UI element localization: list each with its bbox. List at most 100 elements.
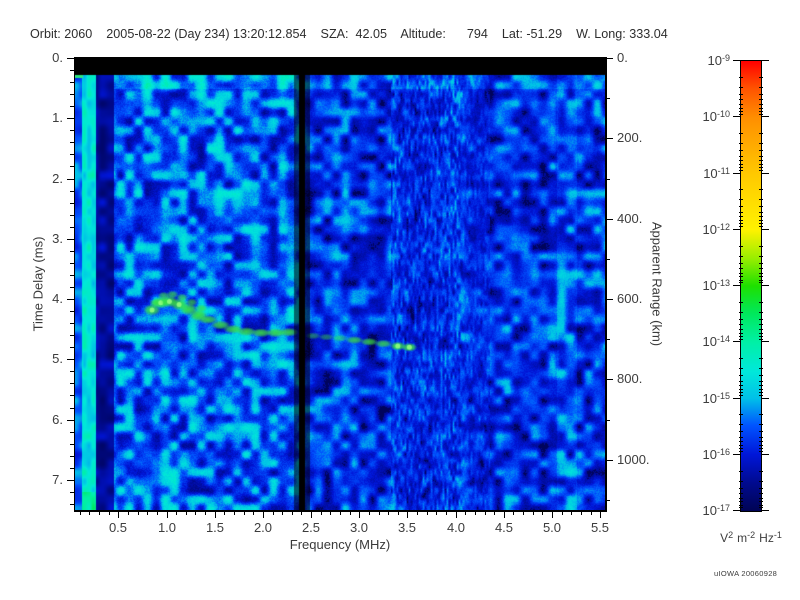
colorbar-minor-tick: [739, 392, 743, 393]
colorbar-minor-tick: [739, 336, 743, 337]
x-axis-minor-tick: [292, 511, 293, 515]
colorbar-minor-tick: [759, 220, 763, 221]
colorbar-minor-tick: [739, 199, 743, 200]
y-axis-minor-tick: [70, 251, 74, 252]
colorbar-minor-tick: [759, 150, 763, 151]
x-axis-tick-label: 4.0: [446, 520, 466, 535]
colorbar-minor-tick: [739, 226, 743, 227]
x-axis-minor-tick: [330, 511, 331, 515]
y-axis-minor-tick: [70, 335, 74, 336]
colorbar-minor-tick: [759, 448, 763, 449]
colorbar-minor-tick: [759, 414, 763, 415]
y-axis-tick-label: 7.: [52, 472, 63, 487]
colorbar-minor-tick: [739, 437, 743, 438]
colorbar-minor-tick: [759, 256, 763, 257]
y-axis-minor-tick: [70, 82, 74, 83]
colorbar-minor-tick: [739, 493, 743, 494]
colorbar-major-tick: [733, 173, 740, 174]
x-axis-minor-tick: [485, 511, 486, 515]
colorbar-minor-tick: [759, 199, 763, 200]
y-axis-minor-tick: [70, 106, 74, 107]
y2-axis-tick: [606, 460, 613, 461]
colorbar-minor-tick: [759, 395, 763, 396]
colorbar-minor-tick: [759, 94, 763, 95]
x-axis-minor-tick: [591, 511, 592, 515]
y-axis-minor-tick: [70, 215, 74, 216]
x-axis-minor-tick: [494, 511, 495, 515]
colorbar-minor-tick: [739, 223, 743, 224]
colorbar-minor-tick: [759, 471, 763, 472]
x-axis-minor-tick: [109, 511, 110, 515]
x-axis-minor-tick: [379, 511, 380, 515]
colorbar-minor-tick: [759, 302, 763, 303]
colorbar-minor-tick: [759, 164, 763, 165]
colorbar-minor-tick: [759, 156, 763, 157]
y-axis-tick-label: 4.: [52, 291, 63, 306]
colorbar-minor-tick: [759, 212, 763, 213]
x-axis-minor-tick: [205, 511, 206, 515]
colorbar-tick-label: 10-12: [702, 222, 730, 237]
y-axis-minor-tick: [70, 347, 74, 348]
colorbar-minor-tick: [739, 501, 743, 502]
colorbar-minor-tick: [759, 104, 763, 105]
colorbar-minor-tick: [739, 333, 743, 334]
x-axis-minor-tick: [571, 511, 572, 515]
colorbar-minor-tick: [759, 329, 763, 330]
colorbar-minor-tick: [759, 339, 763, 340]
y-axis-minor-tick: [70, 263, 74, 264]
x-axis-minor-tick: [436, 511, 437, 515]
colorbar-units-label: V2 m-2 Hz-1: [720, 530, 782, 545]
colorbar-minor-tick: [759, 246, 763, 247]
colorbar-minor-tick: [739, 114, 743, 115]
y2-axis-tick: [606, 299, 613, 300]
x-axis-minor-tick: [176, 511, 177, 515]
colorbar-minor-tick: [739, 189, 743, 190]
x-axis-tick-label: 2.0: [253, 520, 273, 535]
colorbar: [740, 60, 762, 512]
x-axis-minor-tick: [321, 511, 322, 515]
x-axis-tick-label: 3.5: [397, 520, 417, 535]
x-axis-minor-tick: [581, 511, 582, 515]
y-axis-tick-label: 0.: [52, 50, 63, 65]
y2-axis-tick: [606, 219, 613, 220]
colorbar-minor-tick: [739, 389, 743, 390]
y-axis-minor-tick: [70, 492, 74, 493]
x-axis-tick-label: 3.0: [349, 520, 369, 535]
colorbar-tick-label: 10-10: [702, 109, 730, 124]
spectrogram-canvas: [75, 58, 605, 510]
colorbar-minor-tick: [759, 368, 763, 369]
colorbar-minor-tick: [739, 268, 743, 269]
colorbar-minor-tick: [759, 111, 763, 112]
y-axis-tick: [67, 359, 74, 360]
colorbar-minor-tick: [759, 375, 763, 376]
colorbar-minor-tick: [759, 206, 763, 207]
colorbar-tick-label: 10-13: [702, 278, 730, 293]
colorbar-minor-tick: [759, 431, 763, 432]
colorbar-minor-tick: [759, 392, 763, 393]
colorbar-minor-tick: [739, 445, 743, 446]
x-axis-tick-label: 0.5: [108, 520, 128, 535]
y2-axis-minor-tick: [606, 179, 610, 180]
x-axis-minor-tick: [562, 511, 563, 515]
x-axis-minor-tick: [369, 511, 370, 515]
x-axis-tick: [552, 511, 553, 518]
x-axis-minor-tick: [465, 511, 466, 515]
y-axis-minor-tick: [70, 371, 74, 372]
colorbar-minor-tick: [739, 488, 743, 489]
x-axis-minor-tick: [542, 511, 543, 515]
x-axis-tick-label: 1.5: [205, 520, 225, 535]
colorbar-minor-tick: [759, 87, 763, 88]
colorbar-minor-tick: [739, 273, 743, 274]
colorbar-minor-tick: [759, 488, 763, 489]
x-axis-minor-tick: [388, 511, 389, 515]
y-axis-tick: [67, 420, 74, 421]
colorbar-minor-tick: [759, 505, 763, 506]
y-axis-minor-tick: [70, 323, 74, 324]
colorbar-minor-tick: [739, 256, 743, 257]
colorbar-minor-tick: [759, 143, 763, 144]
y-axis-tick-label: 6.: [52, 412, 63, 427]
colorbar-minor-tick: [739, 77, 743, 78]
y-axis-minor-tick: [70, 311, 74, 312]
colorbar-minor-tick: [739, 507, 743, 508]
